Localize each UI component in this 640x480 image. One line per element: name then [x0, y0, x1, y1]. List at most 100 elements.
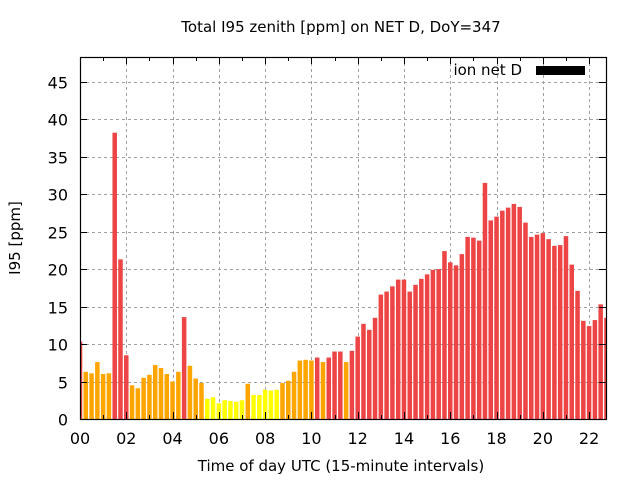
x-tick-label: 22 [579, 429, 599, 448]
bar [147, 374, 152, 419]
bar [517, 206, 522, 419]
bar [523, 222, 528, 419]
bar [233, 401, 239, 419]
bar [459, 254, 465, 419]
y-tick-label: 5 [58, 374, 68, 393]
y-axis-label: I95 [ppm] [6, 201, 24, 275]
y-tick-label: 35 [48, 149, 68, 168]
bars [80, 132, 606, 419]
bar [170, 381, 175, 419]
y-tick-label: 20 [48, 261, 68, 280]
bar [419, 278, 424, 419]
bar [158, 368, 164, 419]
bar [546, 239, 551, 419]
bar [118, 259, 123, 419]
axes [79, 56, 608, 421]
chart-title: Total I95 zenith [ppm] on NET D, DoY=347 [180, 18, 500, 36]
bar [129, 385, 135, 419]
bar [291, 371, 297, 419]
bar [187, 365, 193, 419]
bar [424, 274, 430, 419]
bar [384, 291, 389, 419]
bar [124, 355, 129, 419]
bar [476, 240, 482, 419]
bar [500, 210, 505, 419]
bar [268, 390, 274, 419]
bar [581, 320, 586, 419]
y-tick-label: 45 [48, 74, 68, 93]
bar [205, 398, 210, 419]
bar [436, 269, 441, 419]
bar [586, 326, 592, 419]
x-tick-label: 00 [70, 429, 90, 448]
bar [372, 317, 378, 419]
bar [505, 207, 511, 419]
bar [251, 395, 256, 419]
bar [193, 378, 198, 419]
bar [89, 373, 94, 419]
bar [164, 374, 170, 419]
legend-label: ion net D [453, 61, 522, 79]
legend: ion net D [453, 61, 585, 79]
bar [511, 203, 517, 419]
bar [106, 373, 112, 419]
bar [407, 291, 413, 419]
y-tick-label: 15 [48, 299, 68, 318]
x-tick-label: 20 [533, 429, 553, 448]
bar [199, 383, 204, 419]
bar [378, 294, 384, 419]
bar [152, 365, 158, 419]
x-tick-label: 12 [348, 429, 368, 448]
bar [141, 377, 146, 419]
bar [395, 279, 401, 419]
y-tick-label: 0 [58, 411, 68, 430]
y-tick-label: 10 [48, 336, 68, 355]
bar [482, 182, 488, 419]
bar [257, 395, 262, 419]
bar [494, 216, 499, 419]
bar [563, 236, 569, 419]
bar [453, 265, 459, 419]
bar [465, 236, 470, 419]
bar [274, 389, 279, 419]
x-tick-label: 18 [486, 429, 506, 448]
bar [390, 286, 395, 419]
bar [314, 357, 320, 419]
bar [228, 401, 233, 419]
tick-labels: 0 5 10 15 20 25 30 35 40 45 00 02 04 06 08 10 12 14 16 18 20… [48, 74, 600, 449]
bar [326, 357, 332, 419]
bar [297, 360, 303, 419]
bar [488, 220, 494, 419]
bar [343, 362, 349, 419]
bar [135, 388, 141, 419]
bar [338, 351, 343, 419]
bar [100, 374, 106, 419]
bar [529, 236, 534, 419]
x-tick-label: 16 [440, 429, 460, 448]
bar [320, 362, 326, 419]
x-tick-label: 02 [116, 429, 136, 448]
bar [552, 245, 557, 419]
bar [401, 279, 407, 419]
bar [245, 383, 251, 419]
plot-frame [79, 56, 608, 421]
bar [557, 245, 563, 419]
bar [355, 336, 360, 419]
bar [303, 359, 308, 419]
bar [309, 360, 314, 419]
bar [604, 317, 606, 419]
bar [442, 251, 447, 419]
bar [540, 233, 546, 419]
bar [95, 362, 100, 419]
x-axis-label: Time of day UTC (15-minute intervals) [197, 457, 484, 475]
x-tick-label: 06 [209, 429, 229, 448]
bar [262, 389, 268, 419]
bar [575, 290, 580, 419]
bar [239, 400, 245, 419]
bar [210, 397, 216, 419]
bar [80, 341, 83, 419]
bar [448, 262, 453, 419]
bar [361, 323, 366, 419]
bar [534, 234, 540, 419]
